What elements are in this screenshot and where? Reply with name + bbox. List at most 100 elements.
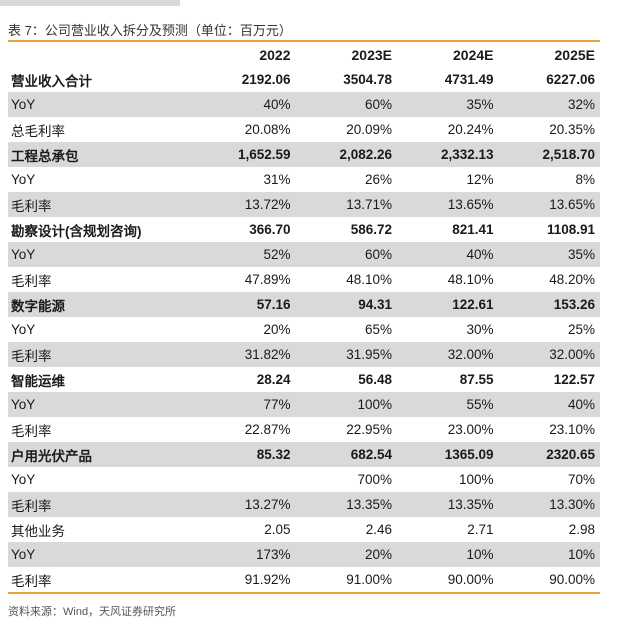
table-row-segment: 勘察设计(含规划咨询) 366.70 586.72 821.41 1108.91 <box>8 217 600 242</box>
row-label: 毛利率 <box>8 342 194 367</box>
row-label: 其他业务 <box>11 523 65 539</box>
value-cell: 91.00% <box>295 567 397 594</box>
row-label: YoY <box>11 172 36 187</box>
value-cell: 3504.78 <box>343 72 392 87</box>
value-cell: 40% <box>397 242 499 267</box>
value-cell: 23.00% <box>447 422 494 437</box>
value-cell: 40% <box>498 392 600 417</box>
row-label: YoY <box>8 392 194 417</box>
value-cell: 94.31 <box>295 292 397 317</box>
table-row: YoY 77% 100% 55% 40% <box>8 392 600 417</box>
header-cell-year: 2024E <box>453 46 494 63</box>
header-cell-year: 2023E <box>351 46 392 63</box>
value-cell: 22.95% <box>346 422 392 437</box>
table-row-segment: 营业收入合计 2192.06 3504.78 4731.49 6227.06 <box>8 67 600 92</box>
value-cell: 35% <box>498 242 600 267</box>
row-label: 户用光伏产品 <box>8 442 194 467</box>
value-cell: 90.00% <box>397 567 499 594</box>
value-cell: 85.32 <box>194 442 296 467</box>
value-cell: 32% <box>498 92 600 117</box>
value-cell: 56.48 <box>358 372 392 387</box>
value-cell: 32.00% <box>397 342 499 367</box>
header-cell-year: 2025E <box>554 46 595 63</box>
value-cell: 100% <box>295 392 397 417</box>
row-label: 数字能源 <box>8 292 194 317</box>
row-label: 毛利率 <box>11 423 52 439</box>
row-label: 毛利率 <box>8 567 194 594</box>
value-cell: 31% <box>263 172 291 187</box>
value-cell: 1365.09 <box>397 442 499 467</box>
value-cell: 13.65% <box>397 192 499 217</box>
table-row: 毛利率 22.87% 22.95% 23.00% 23.10% <box>8 417 600 442</box>
value-cell: 2.98 <box>568 522 595 537</box>
value-cell: 31.95% <box>295 342 397 367</box>
value-cell: 25% <box>567 322 595 337</box>
value-cell: 55% <box>397 392 499 417</box>
value-cell: 22.87% <box>244 422 291 437</box>
table-row-segment: 户用光伏产品 85.32 682.54 1365.09 2320.65 <box>8 442 600 467</box>
value-cell: 13.72% <box>194 192 296 217</box>
value-cell: 40% <box>194 92 296 117</box>
table-row: 毛利率 91.92% 91.00% 90.00% 90.00% <box>8 567 600 594</box>
value-cell: 2,332.13 <box>397 142 499 167</box>
value-cell: 20% <box>263 322 291 337</box>
table-row: 毛利率 13.27% 13.35% 13.35% 13.30% <box>8 492 600 517</box>
value-cell: 65% <box>364 322 392 337</box>
value-cell: 4731.49 <box>444 72 494 87</box>
value-cell: 28.24 <box>256 372 291 387</box>
value-cell: 60% <box>295 92 397 117</box>
table-row-segment: 智能运维 28.24 56.48 87.55 122.57 <box>8 367 600 392</box>
row-label: 智能运维 <box>11 373 65 389</box>
value-cell: 13.71% <box>295 192 397 217</box>
table-row-segment: 数字能源 57.16 94.31 122.61 153.26 <box>8 292 600 317</box>
value-cell: 13.30% <box>498 492 600 517</box>
value-cell: 10% <box>397 542 499 567</box>
table-body: 营业收入合计 2192.06 3504.78 4731.49 6227.06 YoY 40%… <box>8 67 600 594</box>
value-cell: 13.27% <box>194 492 296 517</box>
table-row: 毛利率 31.82% 31.95% 32.00% 32.00% <box>8 342 600 367</box>
value-cell: 47.89% <box>244 272 291 287</box>
value-cell: 57.16 <box>194 292 296 317</box>
table-row: YoY 40% 60% 35% 32% <box>8 92 600 117</box>
value-cell: 2192.06 <box>241 72 291 87</box>
row-label: 毛利率 <box>8 492 194 517</box>
value-cell: 153.26 <box>498 292 600 317</box>
row-label: YoY <box>11 322 36 337</box>
value-cell: 70% <box>567 472 595 487</box>
value-cell: 682.54 <box>295 442 397 467</box>
value-cell: 700% <box>357 472 392 487</box>
value-cell: 87.55 <box>459 372 494 387</box>
table-row: YoY 52% 60% 40% 35% <box>8 242 600 267</box>
value-cell: 48.10% <box>447 272 494 287</box>
value-cell: 100% <box>458 472 494 487</box>
value-cell: 20.09% <box>346 122 392 137</box>
value-cell: 13.35% <box>397 492 499 517</box>
table-row: YoY 20% 65% 30% 25% <box>8 317 600 342</box>
row-label: 毛利率 <box>11 273 52 289</box>
table-row: 其他业务 2.05 2.46 2.71 2.98 <box>8 517 600 542</box>
source-note: 资料来源：Wind，天风证券研究所 <box>8 606 177 618</box>
table-row: YoY 700% 100% 70% <box>8 467 600 492</box>
top-cropped-heading-strip <box>0 0 180 6</box>
table-row: 毛利率 13.72% 13.71% 13.65% 13.65% <box>8 192 600 217</box>
table-caption: 表 7：公司营业收入拆分及预测（单位：百万元） <box>8 23 292 38</box>
value-cell: 31.82% <box>194 342 296 367</box>
value-cell: 821.41 <box>452 222 494 237</box>
value-cell: 6227.06 <box>546 72 595 87</box>
value-cell: 2,082.26 <box>295 142 397 167</box>
value-cell: 366.70 <box>249 222 291 237</box>
table-header-row: 2022 2023E 2024E 2025E <box>8 42 600 67</box>
value-cell: 32.00% <box>498 342 600 367</box>
value-cell: 586.72 <box>350 222 392 237</box>
value-cell: 48.20% <box>549 272 595 287</box>
header-cell-label <box>8 42 194 67</box>
revenue-forecast-table: 2022 2023E 2024E 2025E 营业收入合计 2192.06 3504… <box>8 42 600 594</box>
value-cell: 1108.91 <box>546 222 595 237</box>
caption-rule <box>8 40 600 42</box>
value-cell: 2320.65 <box>498 442 600 467</box>
value-cell: 52% <box>194 242 296 267</box>
row-label: YoY <box>8 92 194 117</box>
value-cell: 48.10% <box>346 272 392 287</box>
value-cell: 23.10% <box>549 422 595 437</box>
value-cell: 2,518.70 <box>498 142 600 167</box>
